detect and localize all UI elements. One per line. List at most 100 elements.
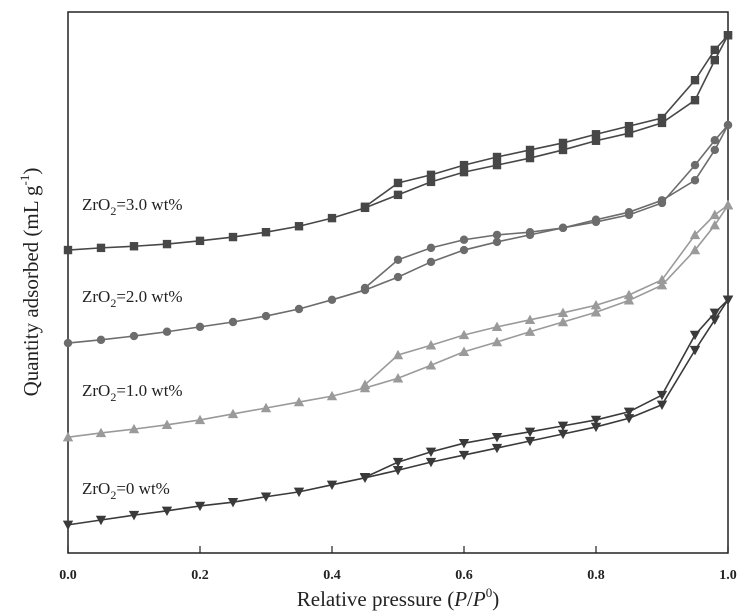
marker — [63, 338, 73, 348]
y-axis-title: Quantity adsorbed (mL g-1) — [17, 168, 43, 397]
marker — [194, 414, 206, 425]
marker — [393, 272, 403, 282]
label-sub: 2 — [110, 204, 116, 218]
marker — [657, 113, 667, 123]
marker — [689, 244, 701, 255]
series-label: ZrO2=0 wt% — [82, 479, 170, 502]
label-part: =3.0 wt% — [116, 195, 182, 214]
marker — [293, 396, 305, 407]
marker — [558, 223, 568, 233]
marker — [425, 360, 437, 370]
marker — [690, 160, 700, 170]
x-title-part: ) — [492, 587, 499, 611]
x-title-part: Relative pressure ( — [297, 587, 454, 611]
marker — [491, 433, 503, 443]
marker — [558, 138, 568, 148]
label-part: =1.0 wt% — [116, 381, 182, 400]
label-part: ZrO — [82, 287, 110, 306]
marker — [392, 373, 404, 383]
marker — [557, 307, 569, 317]
marker — [525, 227, 535, 237]
marker — [327, 295, 337, 305]
marker — [458, 450, 470, 461]
marker — [656, 390, 668, 401]
marker — [96, 335, 106, 345]
marker — [690, 95, 700, 105]
marker — [723, 120, 733, 130]
marker — [459, 160, 469, 170]
marker — [392, 466, 404, 476]
marker — [557, 421, 569, 432]
marker — [426, 257, 436, 267]
label-sub: 2 — [110, 296, 116, 310]
marker — [492, 152, 502, 162]
marker — [425, 457, 437, 468]
marker — [491, 336, 503, 347]
label-part: ZrO — [82, 381, 110, 400]
marker — [129, 242, 139, 251]
marker — [261, 311, 271, 321]
marker — [524, 436, 536, 447]
marker — [623, 414, 635, 424]
marker — [525, 153, 535, 163]
marker — [162, 327, 172, 336]
marker — [161, 419, 173, 429]
marker — [492, 230, 502, 240]
marker — [426, 177, 436, 187]
marker — [590, 300, 602, 310]
marker — [722, 199, 734, 210]
marker — [557, 429, 569, 440]
marker — [426, 243, 436, 253]
marker — [524, 427, 536, 438]
marker — [590, 415, 602, 426]
marker — [459, 235, 469, 244]
marker — [689, 345, 701, 356]
y-title-part: Quantity adsorbed (mL g — [19, 185, 43, 396]
marker — [524, 314, 536, 325]
x-title-part: P — [453, 587, 467, 611]
marker — [426, 170, 436, 180]
label-part: ZrO — [82, 195, 110, 214]
marker — [360, 202, 370, 211]
marker — [709, 219, 720, 230]
marker — [525, 145, 535, 155]
marker — [458, 346, 470, 356]
marker — [359, 379, 371, 389]
marker — [458, 438, 470, 449]
marker — [128, 510, 140, 521]
x-tick-label: 0.6 — [455, 568, 473, 583]
series-label: ZrO2=2.0 wt% — [82, 287, 183, 310]
y-title-sup: -1 — [17, 175, 32, 186]
marker — [227, 497, 239, 508]
label-sub: 2 — [110, 390, 116, 404]
marker — [458, 329, 470, 340]
marker — [393, 255, 403, 264]
marker — [557, 316, 569, 327]
adsorption-line — [67, 34, 729, 251]
marker — [709, 209, 720, 220]
marker — [722, 295, 734, 306]
x-tick-label: 0.8 — [587, 568, 605, 583]
marker — [492, 160, 502, 170]
marker — [459, 245, 469, 255]
marker — [710, 145, 719, 155]
marker — [359, 473, 371, 483]
adsorption-line — [67, 204, 729, 439]
marker — [228, 232, 238, 242]
x-axis-title: Relative pressure (P/P0) — [297, 585, 499, 611]
marker — [194, 501, 206, 512]
y-title-part: ) — [19, 168, 43, 175]
marker — [425, 340, 437, 350]
marker — [161, 506, 173, 517]
marker — [326, 390, 338, 401]
marker — [623, 407, 635, 417]
marker — [689, 330, 701, 341]
marker — [591, 130, 601, 139]
marker — [63, 245, 73, 255]
marker — [656, 280, 668, 290]
marker — [96, 243, 106, 253]
x-tick-label: 0.4 — [323, 568, 341, 583]
marker — [623, 295, 635, 305]
